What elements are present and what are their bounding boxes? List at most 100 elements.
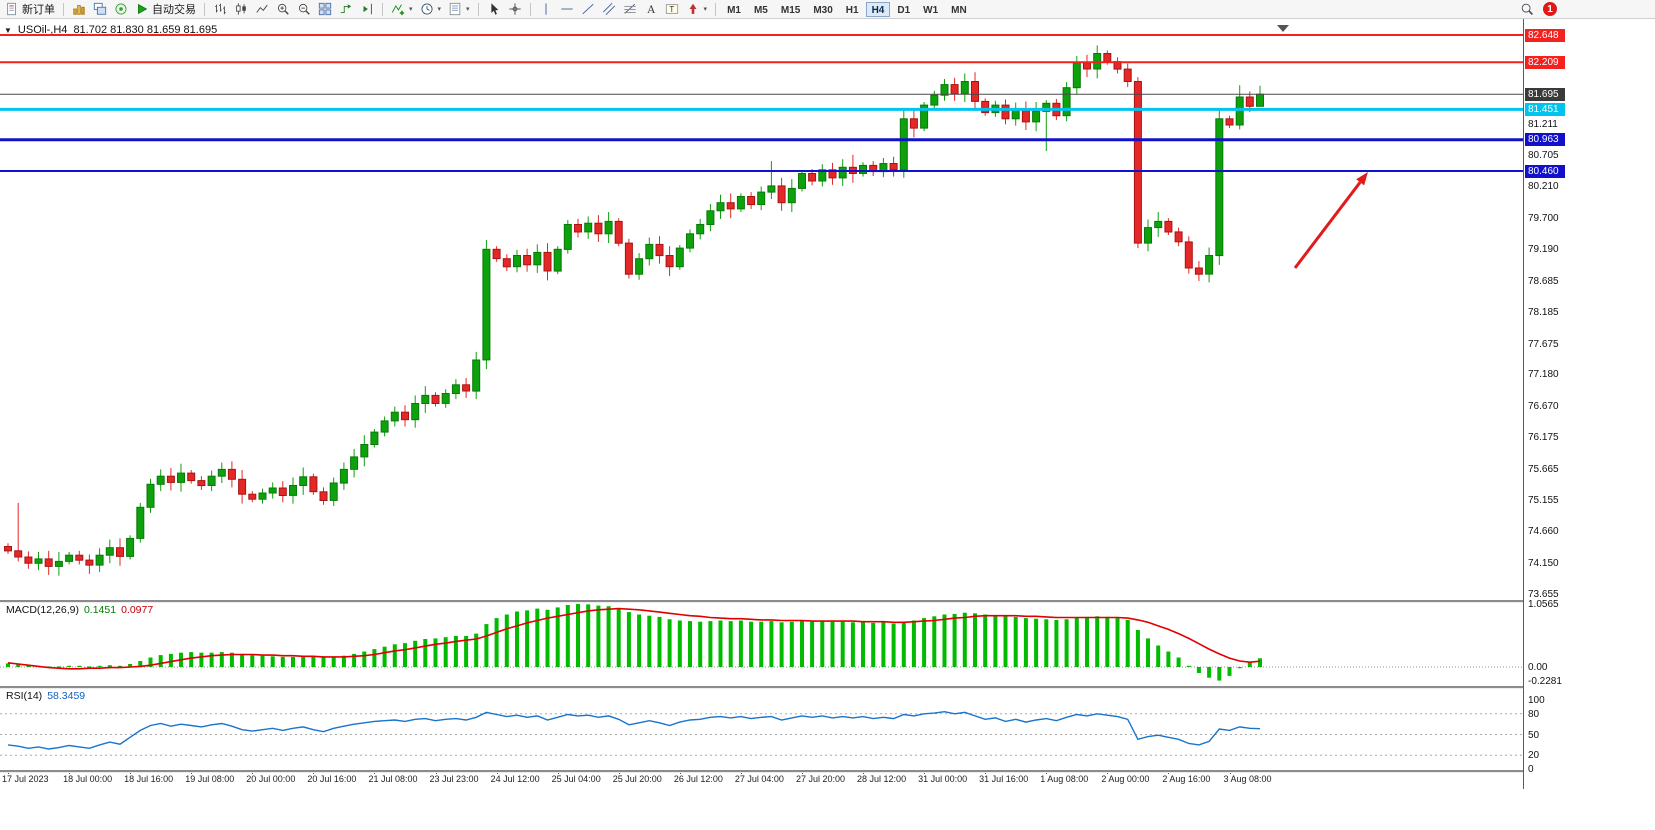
vertical-line-button[interactable] bbox=[536, 1, 556, 18]
timeframes-group: M1 M5 M15 M30 H1 H4 D1 W1 MN bbox=[721, 1, 973, 17]
timeframe-D1[interactable]: D1 bbox=[891, 2, 916, 17]
cursor-icon bbox=[487, 2, 501, 16]
dropdown-caret-icon: ▾ bbox=[466, 6, 470, 13]
text-icon: A bbox=[644, 2, 658, 16]
timeframe-MN[interactable]: MN bbox=[945, 2, 973, 17]
price-tick: 80.705 bbox=[1528, 150, 1559, 162]
line-tools-group: A T ▾ bbox=[536, 1, 711, 18]
price-tick: 78.185 bbox=[1528, 306, 1559, 318]
timeframe-H1[interactable]: H1 bbox=[840, 2, 865, 17]
time-label: 31 Jul 00:00 bbox=[918, 774, 968, 784]
chart-shift-icon bbox=[360, 2, 374, 16]
zoom-out-button[interactable] bbox=[294, 1, 314, 18]
panel-resize-handle[interactable] bbox=[0, 600, 1566, 603]
text-button[interactable]: A bbox=[641, 1, 661, 18]
auto-trading-button[interactable]: 自动交易 bbox=[132, 1, 199, 18]
timeframe-M1[interactable]: M1 bbox=[721, 2, 747, 17]
search-button[interactable] bbox=[1517, 1, 1537, 18]
chart-symbol-title: USOil-,H4 bbox=[17, 24, 68, 36]
candle-chart-button[interactable] bbox=[231, 1, 251, 18]
toolbar-separator bbox=[477, 2, 479, 16]
price-level-tag: 81.451 bbox=[1525, 102, 1565, 116]
trend-arrow-annotation[interactable] bbox=[1293, 172, 1368, 269]
time-label: 3 Aug 08:00 bbox=[1223, 774, 1272, 784]
profiles-button[interactable] bbox=[111, 1, 131, 18]
tile-icon bbox=[318, 2, 332, 16]
toolbar-separator bbox=[63, 2, 64, 16]
chart-shift-marker[interactable] bbox=[1277, 25, 1289, 32]
chart-header: ▼ USOil-,H4 81.702 81.830 81.659 81.695 bbox=[4, 24, 217, 36]
trendline-button[interactable] bbox=[578, 1, 598, 18]
insert-tools-group: ▾ ▾ ▾ bbox=[388, 1, 473, 18]
price-tick: 77.180 bbox=[1528, 369, 1559, 381]
timeframe-W1[interactable]: W1 bbox=[917, 2, 944, 17]
macd-axis-tick: -0.2281 bbox=[1528, 675, 1562, 687]
indicators-button[interactable]: ▾ bbox=[388, 1, 416, 18]
one-click-trading-toggle[interactable]: ▼ bbox=[4, 25, 12, 35]
timeframe-M5[interactable]: M5 bbox=[748, 2, 774, 17]
macd-indicator-label: MACD(12,26,9) 0.1451 0.0977 bbox=[6, 604, 154, 616]
timeframe-M15[interactable]: M15 bbox=[775, 2, 806, 17]
price-tick: 81.211 bbox=[1528, 118, 1558, 130]
text-label-button[interactable]: T bbox=[662, 1, 682, 18]
time-label: 28 Jul 12:00 bbox=[857, 774, 907, 784]
crosshair-button[interactable] bbox=[505, 1, 525, 18]
new-order-icon bbox=[5, 2, 19, 16]
candle-chart-icon bbox=[234, 2, 248, 16]
time-label: 21 Jul 08:00 bbox=[368, 774, 418, 784]
time-label: 17 Jul 2023 bbox=[2, 774, 49, 784]
tile-button[interactable] bbox=[315, 1, 335, 18]
timeframe-M30[interactable]: M30 bbox=[807, 2, 838, 17]
dropdown-caret-icon: ▾ bbox=[409, 6, 413, 13]
price-tick: 78.685 bbox=[1528, 275, 1559, 287]
price-level-tag: 81.695 bbox=[1525, 87, 1565, 101]
new-order-button[interactable]: 新订单 bbox=[2, 1, 58, 18]
bar-chart-button[interactable] bbox=[210, 1, 230, 18]
panel-resize-handle[interactable] bbox=[0, 686, 1566, 689]
chart-window: ▼ USOil-,H4 81.702 81.830 81.659 81.695 … bbox=[0, 19, 1655, 830]
timeframe-H4[interactable]: H4 bbox=[865, 1, 891, 17]
dropdown-caret-icon: ▾ bbox=[703, 6, 708, 13]
price-tick: 79.190 bbox=[1528, 244, 1559, 256]
rsi-axis-tick: 80 bbox=[1528, 708, 1540, 720]
candlesticks bbox=[4, 45, 1264, 576]
svg-text:T: T bbox=[669, 5, 674, 14]
price-tick: 79.700 bbox=[1528, 212, 1559, 224]
chart-shift-button[interactable] bbox=[357, 1, 377, 18]
charts-button[interactable] bbox=[69, 1, 89, 18]
trendline-icon bbox=[581, 2, 595, 16]
search-icon bbox=[1520, 2, 1534, 16]
price-level-tag: 80.963 bbox=[1525, 133, 1565, 147]
time-label: 27 Jul 20:00 bbox=[795, 774, 845, 784]
macd-signal-line bbox=[7, 607, 1261, 670]
profiles-icon bbox=[114, 2, 128, 16]
standard-tools-group bbox=[69, 1, 131, 18]
svg-text:A: A bbox=[647, 4, 656, 16]
horizontal-level-lines[interactable] bbox=[0, 34, 1523, 172]
line-chart-button[interactable] bbox=[252, 1, 272, 18]
toolbar: 新订单 自动交易 ▾ ▾ ▾ A T ▾ M1 M5 M15 M30 H1 H4 D1 W1 MN 1 bbox=[0, 0, 1655, 19]
time-label: 18 Jul 16:00 bbox=[124, 774, 174, 784]
chart-ohlc-values: 81.702 81.830 81.659 81.695 bbox=[73, 24, 218, 36]
notification-badge[interactable]: 1 bbox=[1543, 2, 1557, 16]
macd-canvas[interactable] bbox=[0, 602, 1523, 686]
channel-button[interactable] bbox=[599, 1, 619, 18]
zoom-in-button[interactable] bbox=[273, 1, 293, 18]
templates-button[interactable]: ▾ bbox=[445, 1, 473, 18]
panel-resize-handle[interactable] bbox=[0, 770, 1566, 773]
periods-button[interactable]: ▾ bbox=[417, 1, 445, 18]
price-axis[interactable]: 81.211 80.705 80.210 79.700 79.190 78.685 78.1… bbox=[1523, 19, 1567, 789]
arrows-button[interactable]: ▾ bbox=[683, 1, 711, 18]
price-level-tag: 82.209 bbox=[1525, 55, 1565, 69]
horizontal-line-button[interactable] bbox=[557, 1, 577, 18]
tile-windows-button[interactable] bbox=[90, 1, 110, 18]
auto-scroll-button[interactable] bbox=[336, 1, 356, 18]
price-tick: 74.660 bbox=[1528, 526, 1559, 538]
main-chart-canvas[interactable] bbox=[0, 19, 1523, 600]
cursor-button[interactable] bbox=[484, 1, 504, 18]
time-axis[interactable]: 17 Jul 2023 18 Jul 00:00 18 Jul 16:00 19 Ju… bbox=[0, 770, 1523, 792]
rsi-canvas[interactable] bbox=[0, 688, 1523, 770]
time-label: 18 Jul 00:00 bbox=[63, 774, 113, 784]
periods-icon bbox=[420, 2, 434, 16]
fibonacci-button[interactable] bbox=[620, 1, 640, 18]
